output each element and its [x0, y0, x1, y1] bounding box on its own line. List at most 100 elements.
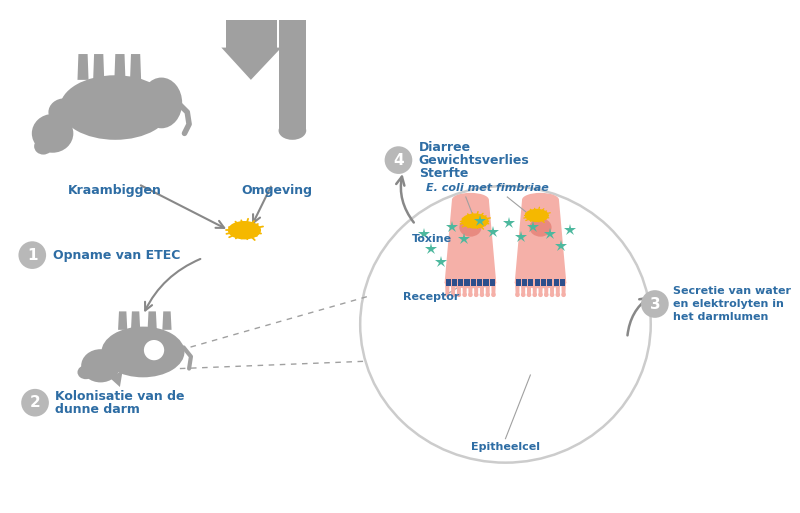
- Text: Omgeving: Omgeving: [242, 184, 312, 197]
- Text: Diarree: Diarree: [418, 141, 471, 154]
- Polygon shape: [278, 0, 306, 131]
- Ellipse shape: [457, 292, 461, 297]
- Ellipse shape: [522, 193, 559, 207]
- Text: Toxine: Toxine: [412, 234, 453, 244]
- FancyBboxPatch shape: [446, 279, 450, 286]
- Polygon shape: [468, 281, 473, 295]
- FancyBboxPatch shape: [452, 279, 457, 286]
- Ellipse shape: [521, 292, 526, 297]
- Circle shape: [641, 290, 669, 318]
- Circle shape: [22, 389, 49, 417]
- Polygon shape: [462, 281, 467, 295]
- Ellipse shape: [533, 292, 537, 297]
- Ellipse shape: [360, 186, 650, 463]
- Polygon shape: [249, 0, 277, 11]
- Ellipse shape: [459, 218, 482, 236]
- Text: 1: 1: [27, 248, 38, 263]
- Polygon shape: [93, 54, 104, 80]
- FancyBboxPatch shape: [547, 279, 552, 286]
- Polygon shape: [67, 112, 80, 131]
- Polygon shape: [544, 281, 549, 295]
- FancyBboxPatch shape: [490, 279, 495, 286]
- Polygon shape: [562, 281, 566, 295]
- FancyBboxPatch shape: [471, 279, 476, 286]
- Ellipse shape: [445, 277, 496, 288]
- Ellipse shape: [49, 98, 81, 126]
- Ellipse shape: [530, 218, 551, 236]
- Polygon shape: [130, 54, 141, 80]
- FancyBboxPatch shape: [554, 279, 558, 286]
- Ellipse shape: [278, 122, 306, 140]
- FancyBboxPatch shape: [528, 279, 534, 286]
- Text: en elektrolyten in: en elektrolyten in: [674, 299, 784, 309]
- Text: Epitheelcel: Epitheelcel: [471, 442, 540, 452]
- Text: Receptor: Receptor: [403, 291, 459, 302]
- Polygon shape: [515, 281, 520, 295]
- Ellipse shape: [480, 292, 484, 297]
- Ellipse shape: [555, 292, 560, 297]
- Text: 2: 2: [30, 395, 41, 410]
- Polygon shape: [147, 311, 157, 330]
- Polygon shape: [538, 281, 543, 295]
- FancyBboxPatch shape: [458, 279, 463, 286]
- Ellipse shape: [102, 327, 185, 378]
- Ellipse shape: [445, 292, 450, 297]
- FancyBboxPatch shape: [534, 279, 540, 286]
- Ellipse shape: [486, 292, 490, 297]
- Ellipse shape: [468, 292, 473, 297]
- Polygon shape: [222, 48, 282, 80]
- Ellipse shape: [544, 292, 549, 297]
- Text: Kraambiggen: Kraambiggen: [68, 184, 162, 197]
- Polygon shape: [445, 200, 496, 283]
- FancyBboxPatch shape: [560, 279, 565, 286]
- Ellipse shape: [32, 114, 74, 153]
- Text: 4: 4: [393, 152, 404, 168]
- Polygon shape: [110, 370, 122, 387]
- Ellipse shape: [550, 292, 554, 297]
- Text: 3: 3: [650, 297, 660, 311]
- Polygon shape: [526, 281, 531, 295]
- Ellipse shape: [474, 292, 478, 297]
- Text: het darmlumen: het darmlumen: [674, 312, 769, 322]
- Ellipse shape: [525, 209, 549, 222]
- Ellipse shape: [141, 77, 182, 128]
- Ellipse shape: [526, 292, 531, 297]
- Polygon shape: [514, 200, 566, 283]
- Circle shape: [385, 146, 412, 174]
- Ellipse shape: [491, 292, 496, 297]
- FancyBboxPatch shape: [483, 279, 489, 286]
- Text: dunne darm: dunne darm: [55, 403, 140, 416]
- Polygon shape: [491, 281, 496, 295]
- Polygon shape: [550, 281, 554, 295]
- FancyBboxPatch shape: [465, 279, 470, 286]
- FancyBboxPatch shape: [541, 279, 546, 286]
- Text: Secretie van water: Secretie van water: [674, 286, 791, 296]
- FancyBboxPatch shape: [516, 279, 521, 286]
- Text: Opname van ETEC: Opname van ETEC: [54, 249, 181, 262]
- Polygon shape: [521, 281, 526, 295]
- FancyBboxPatch shape: [522, 279, 527, 286]
- Ellipse shape: [81, 349, 120, 382]
- Polygon shape: [451, 281, 455, 295]
- Ellipse shape: [515, 292, 520, 297]
- Ellipse shape: [462, 213, 489, 229]
- Polygon shape: [533, 281, 537, 295]
- Text: Kolonisatie van de: Kolonisatie van de: [55, 390, 185, 403]
- Polygon shape: [226, 0, 277, 48]
- Polygon shape: [474, 281, 478, 295]
- Ellipse shape: [451, 292, 455, 297]
- Text: Gewichtsverlies: Gewichtsverlies: [418, 153, 530, 167]
- Ellipse shape: [144, 340, 164, 360]
- Ellipse shape: [78, 365, 94, 379]
- Ellipse shape: [562, 292, 566, 297]
- Ellipse shape: [228, 221, 261, 240]
- Ellipse shape: [34, 138, 53, 154]
- Polygon shape: [78, 54, 89, 80]
- Circle shape: [18, 241, 46, 269]
- Polygon shape: [480, 281, 484, 295]
- Polygon shape: [162, 311, 171, 330]
- Text: E. coli met fimbriae: E. coli met fimbriae: [426, 183, 548, 193]
- Polygon shape: [131, 311, 140, 330]
- Text: Sterfte: Sterfte: [418, 167, 468, 180]
- Ellipse shape: [462, 292, 467, 297]
